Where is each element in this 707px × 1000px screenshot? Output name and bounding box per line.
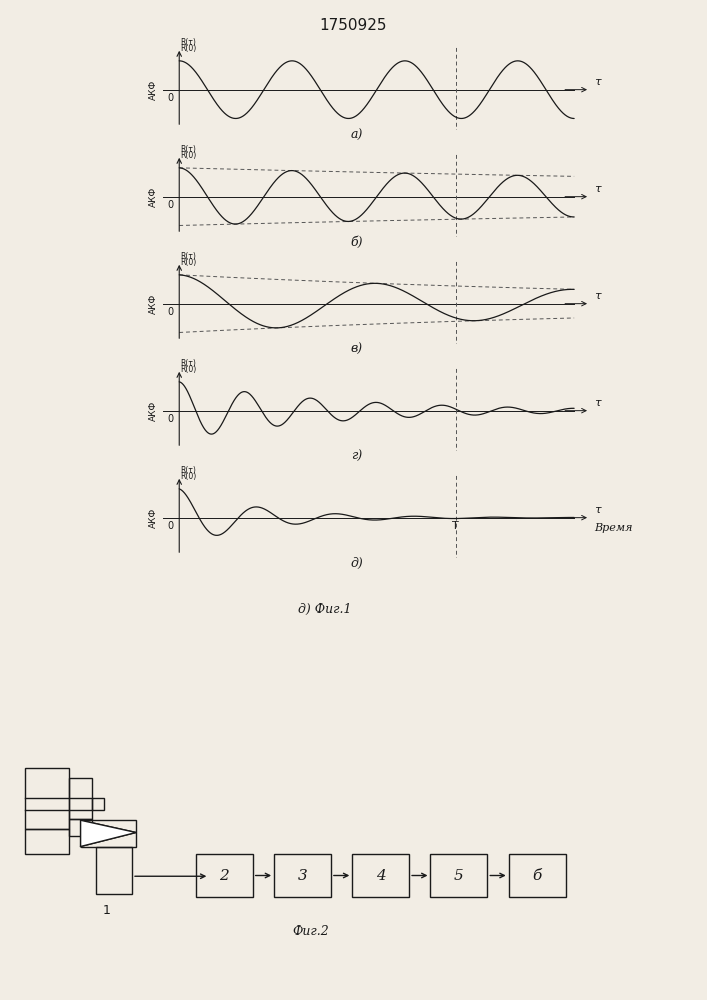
Bar: [25, 768, 69, 829]
Bar: [196, 854, 253, 897]
Text: 0: 0: [167, 414, 173, 424]
Text: а): а): [351, 129, 363, 142]
Text: 4: 4: [376, 868, 385, 882]
Text: 3: 3: [298, 868, 308, 882]
Bar: [508, 854, 566, 897]
Text: R(τ): R(τ): [180, 252, 196, 261]
Text: 5: 5: [454, 868, 464, 882]
Text: 0: 0: [167, 200, 173, 210]
Bar: [25, 829, 69, 854]
Text: АКФ: АКФ: [148, 187, 158, 207]
Bar: [69, 778, 93, 818]
Text: R(0): R(0): [180, 44, 197, 53]
Text: 0: 0: [167, 307, 173, 317]
Text: 0: 0: [167, 93, 173, 103]
Text: б): б): [351, 236, 363, 249]
Text: $\tau$: $\tau$: [594, 184, 602, 194]
Text: 1750925: 1750925: [320, 18, 387, 33]
Text: 0: 0: [167, 521, 173, 531]
Text: Фиг.2: Фиг.2: [293, 925, 329, 938]
Text: АКФ: АКФ: [148, 508, 158, 528]
Text: $\tau$: $\tau$: [594, 505, 602, 515]
Text: д): д): [351, 557, 363, 570]
Bar: [96, 846, 132, 894]
Text: АКФ: АКФ: [148, 401, 158, 421]
Text: R(τ): R(τ): [180, 359, 196, 368]
Text: 2: 2: [219, 868, 229, 882]
Text: АКФ: АКФ: [148, 294, 158, 314]
Text: $\tau$: $\tau$: [594, 291, 602, 301]
Text: 1: 1: [103, 904, 110, 917]
Text: R(0): R(0): [180, 472, 197, 481]
Text: г): г): [351, 450, 363, 463]
Text: д) Фиг.1: д) Фиг.1: [298, 603, 352, 616]
Bar: [274, 854, 331, 897]
Text: R(τ): R(τ): [180, 38, 196, 47]
Text: R(0): R(0): [180, 365, 197, 374]
Bar: [69, 818, 93, 836]
Bar: [81, 820, 136, 846]
Bar: [93, 798, 105, 810]
Text: R(τ): R(τ): [180, 145, 196, 154]
Text: $\tau$: $\tau$: [594, 77, 602, 87]
Polygon shape: [81, 820, 136, 846]
Text: б: б: [532, 868, 542, 882]
Bar: [352, 854, 409, 897]
Bar: [431, 854, 487, 897]
Text: R(0): R(0): [180, 258, 197, 267]
Text: R(τ): R(τ): [180, 466, 196, 475]
Text: R(0): R(0): [180, 151, 197, 160]
Text: Время: Время: [594, 523, 632, 533]
Text: T: T: [452, 521, 459, 531]
Text: в): в): [351, 343, 363, 356]
Text: $\tau$: $\tau$: [594, 398, 602, 408]
Text: АКФ: АКФ: [148, 80, 158, 100]
